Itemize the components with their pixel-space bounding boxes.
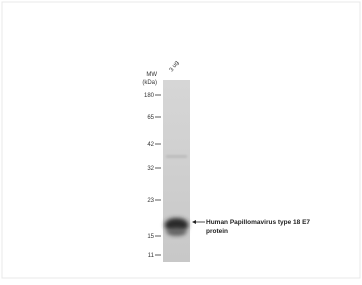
- band-smear: [167, 228, 187, 236]
- marker-label: 11: [148, 253, 155, 259]
- page: {"sample_label": "3 ug", "mw_header": ["…: [0, 0, 362, 280]
- annotation: protein: [206, 228, 228, 235]
- marker-label: 42: [147, 142, 154, 148]
- mw-header: MW: [146, 72, 157, 78]
- faint-band: [166, 155, 187, 158]
- annotation: Human Papillomavirus type 18 E7: [206, 219, 310, 226]
- marker-label: 15: [147, 234, 154, 240]
- mw-header: (kDa): [142, 80, 157, 86]
- marker-label: 180: [144, 93, 155, 99]
- blot-figure: 3 ug MW (kDa) 180654232231511 Human Papi…: [0, 0, 362, 280]
- marker-label: 23: [147, 198, 154, 204]
- marker-label: 32: [147, 166, 154, 172]
- marker-label: 65: [147, 115, 154, 121]
